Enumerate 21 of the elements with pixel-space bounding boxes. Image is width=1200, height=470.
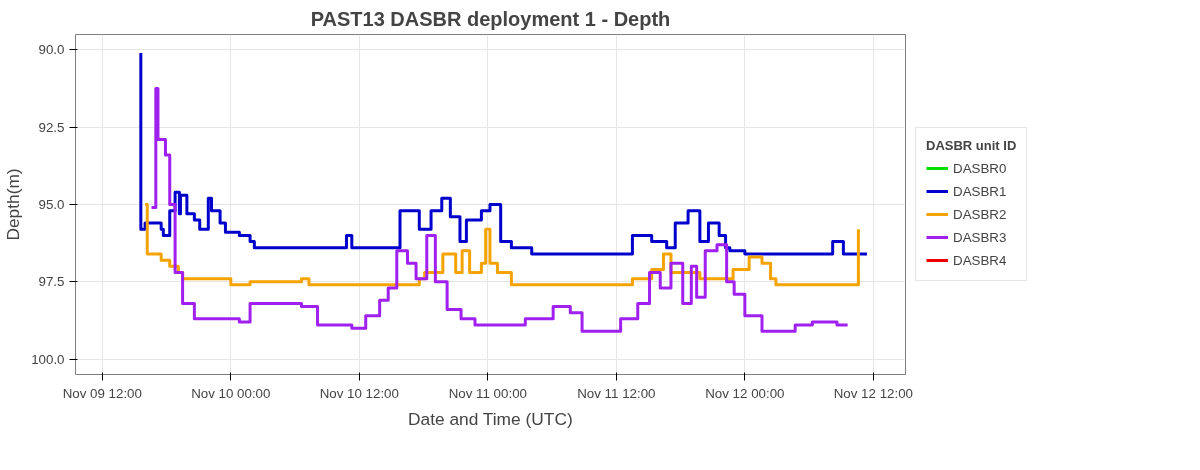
legend-label: DASBR4 (953, 252, 1007, 268)
y-tick-label: 100.0 (31, 351, 65, 367)
x-tick-label: Nov 10 12:00 (319, 385, 399, 401)
y-axis-title: Depth(m) (3, 168, 24, 241)
legend-label: DASBR2 (953, 206, 1007, 222)
y-tick-label: 90.0 (38, 42, 65, 58)
y-tick-label: 97.5 (38, 274, 65, 290)
y-tick-label: 95.0 (38, 197, 65, 212)
x-axis-title: Date and Time (UTC) (408, 408, 573, 429)
x-tick-label: Nov 12 12:00 (833, 385, 914, 401)
y-tick-label: 92.5 (38, 119, 65, 135)
x-tick-label: Nov 09 12:00 (62, 385, 142, 401)
legend-title: DASBR unit ID (926, 138, 1017, 153)
chart-title: PAST13 DASBR deployment 1 - Depth (310, 7, 671, 30)
x-tick-label: Nov 11 12:00 (577, 385, 656, 401)
legend-label: DASBR1 (953, 183, 1007, 199)
x-tick-label: Nov 10 00:00 (191, 385, 271, 401)
x-tick-label: Nov 12 00:00 (705, 385, 785, 401)
legend-label: DASBR0 (953, 160, 1007, 176)
x-tick-label: Nov 11 00:00 (448, 385, 527, 401)
legend-label: DASBR3 (953, 229, 1007, 245)
